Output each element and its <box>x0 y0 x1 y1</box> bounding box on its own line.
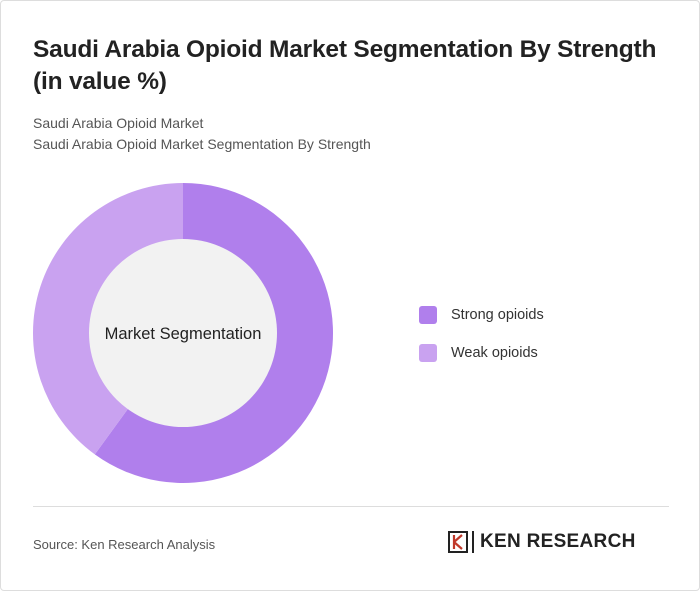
chart-subtitle-segmentation: Saudi Arabia Opioid Market Segmentation … <box>33 136 371 152</box>
donut-center-label: Market Segmentation <box>105 325 262 343</box>
donut-chart: Market Segmentation <box>33 183 333 483</box>
chart-subtitle-market: Saudi Arabia Opioid Market <box>33 115 204 131</box>
logo-text: KEN RESEARCH <box>480 531 636 552</box>
ken-research-logo: KEN RESEARCH <box>448 531 636 553</box>
footer-divider <box>33 506 669 507</box>
legend-item-strong-opioids[interactable]: Strong opioids <box>419 304 544 326</box>
legend-swatch-weak-opioids <box>419 344 437 362</box>
donut-slice-strong-opioids[interactable] <box>94 183 333 483</box>
legend-swatch-strong-opioids <box>419 306 437 324</box>
logo-separator <box>472 531 474 553</box>
donut-center <box>89 239 277 427</box>
legend-label: Strong opioids <box>451 307 544 323</box>
legend-item-weak-opioids[interactable]: Weak opioids <box>419 342 544 364</box>
source-note: Source: Ken Research Analysis <box>33 537 216 552</box>
legend-label: Weak opioids <box>451 345 538 361</box>
chart-title: Saudi Arabia Opioid Market Segmentation … <box>33 36 657 95</box>
chart-legend: Strong opioids Weak opioids <box>419 304 544 380</box>
ken-research-logo-icon <box>448 531 468 553</box>
